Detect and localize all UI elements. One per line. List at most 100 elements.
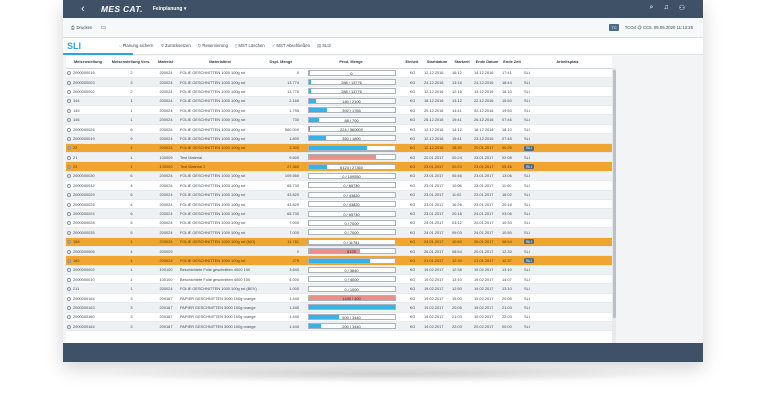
unit-cell: KG (401, 321, 423, 332)
order-id-cell: 2000000026 (66, 124, 110, 135)
module-dropdown[interactable]: Feinplanung ▾ (152, 6, 187, 12)
table-row[interactable]: 2000000164 3 200167 PAPIER GESCHNITTEN 3000… (66, 292, 612, 304)
reservation-button[interactable]: ↻Reservierung (197, 43, 228, 48)
mat-cell: 200024 (152, 227, 179, 238)
table-row[interactable]: 2000000035 6 200024 FOLIE GESCHNITTEN 1000 … (66, 227, 612, 238)
message-icon[interactable]: ▭ (100, 25, 107, 31)
row-select-icon[interactable] (67, 136, 71, 141)
workplace-cell: SLI (523, 283, 612, 294)
table-row[interactable]: 2000000019 9 200024 FOLIE GESCHNITTEN 1000 … (66, 133, 612, 144)
table-row[interactable]: 22 1 200024 FOLIE GESCHNITTEN 1000 100g rot… (66, 143, 612, 154)
row-select-icon[interactable] (67, 268, 71, 273)
text-cell: PAPIER GESCHNITTEN 3000 100g orange (179, 302, 261, 313)
table-row[interactable]: 2000000160 3 200167 PAPIER GESCHNITTEN 3000… (66, 312, 612, 323)
column-header[interactable]: Einheit (401, 56, 423, 69)
row-sli-button[interactable]: SLI (524, 239, 534, 245)
table-row[interactable]: 2000000030 6 200024 FOLIE GESCHNITTEN 1000 … (66, 170, 612, 182)
row-select-icon[interactable] (67, 118, 71, 123)
column-header[interactable]: Prod. Menge (301, 56, 401, 69)
vertical-scrollbar[interactable] (612, 68, 616, 343)
row-select-icon[interactable] (67, 155, 71, 160)
table-row[interactable]: 211 1 200024 FOLIE GESCHNITTEN 1000 100g ro… (66, 283, 612, 294)
progress-text: 6125 (347, 249, 356, 255)
row-select-icon[interactable] (67, 287, 71, 292)
column-header[interactable]: Arbeitsplatz (523, 56, 612, 69)
row-select-icon[interactable] (67, 212, 71, 217)
user-icon[interactable]: ⚇ (678, 5, 685, 12)
table-row[interactable]: 158 1 200024 FOLIE GESCHNITTEN 1000 100g ro… (66, 237, 612, 247)
row-select-icon[interactable] (67, 324, 71, 329)
table-row[interactable]: 2000000164 3 200167 PAPIER GESCHNITTEN 3000… (66, 321, 612, 332)
column-header[interactable]: Meisenstellung Vers. (110, 56, 152, 69)
table-row[interactable]: 2000000010 1 100100 Beschichtete Folie gesc… (66, 274, 612, 285)
table-row[interactable]: 2000000028 5 200024 FOLIE GESCHNITTEN 1000 … (66, 218, 612, 229)
column-header[interactable]: Startzeit (451, 56, 473, 69)
column-header[interactable]: Startdatum (423, 56, 451, 69)
row-select-icon[interactable] (67, 202, 71, 207)
sd-cell: 19.02.2017 (423, 292, 451, 304)
table-row[interactable]: 2000000006 4 200009 0 6125 KG 26.01.2017 08:54 2… (66, 245, 612, 257)
table-row[interactable]: 2000000002 1 100100 Beschichtete Folie gesc… (66, 264, 612, 276)
column-header[interactable]: Ende Zeit (501, 56, 523, 69)
back-icon[interactable]: ‹ (81, 3, 85, 15)
dspl-cell: 65.730 (261, 180, 301, 191)
row-select-icon[interactable] (67, 249, 71, 254)
row-select-icon[interactable] (67, 108, 71, 113)
table-row[interactable]: 146 1 200024 FOLIE GESCHNITTEN 1000 100g ro… (66, 114, 612, 125)
table-row[interactable]: 2000000025 4 200024 FOLIE GESCHNITTEN 1000 … (66, 199, 612, 210)
bell-icon[interactable]: ♫ (663, 4, 669, 11)
prod-progress-cell: 0 / 65730 (301, 208, 401, 219)
row-select-icon[interactable] (67, 99, 71, 104)
row-select-icon[interactable] (67, 193, 71, 198)
row-select-icon[interactable] (67, 296, 71, 301)
row-select-icon[interactable] (67, 80, 71, 85)
table-row[interactable]: 145 1 200024 FOLIE GESCHNITTEN 1000 100g ro… (66, 105, 612, 116)
table-row[interactable]: 2000000032 4 200024 FOLIE GESCHNITTEN 1000 … (66, 180, 612, 191)
table-row[interactable]: 2000000016 2 200024 FOLIE GESCHNITTEN 1000 … (66, 68, 612, 78)
row-sli-button[interactable]: SLI (524, 258, 534, 264)
row-select-icon[interactable] (67, 183, 71, 188)
row-select-icon[interactable] (67, 174, 71, 179)
table-row[interactable]: 23 1 100009 Test Material 2 27.360 6124 / 273… (66, 161, 612, 172)
table-row[interactable]: 2000000002 2 200024 FOLIE GESCHNITTEN 1000 … (66, 86, 612, 97)
row-select-icon[interactable] (67, 146, 71, 151)
row-select-icon[interactable] (67, 165, 71, 170)
row-select-icon[interactable] (67, 305, 71, 310)
row-select-icon[interactable] (67, 315, 71, 320)
row-select-icon[interactable] (67, 258, 71, 263)
table-row[interactable]: 2000000024 6 200024 FOLIE GESCHNITTEN 1000 … (66, 208, 612, 219)
row-select-icon[interactable] (67, 277, 71, 282)
table-row[interactable]: 21 1 100009 Test Material 9.600 KG 20.01.2017 0… (66, 151, 612, 163)
row-sli-button[interactable]: SLI (524, 164, 534, 170)
row-select-icon[interactable] (67, 89, 71, 94)
column-header[interactable]: Material (152, 56, 179, 69)
column-header[interactable]: Ende Datum (473, 56, 501, 69)
scrollbar-thumb[interactable] (612, 70, 616, 318)
user-badge[interactable]: TC (609, 24, 619, 31)
et-cell: 03:06 (501, 208, 523, 219)
print-button[interactable]: ⎙ Drucken (71, 25, 92, 30)
mst-delete-button[interactable]: ▯MST Löschen (234, 43, 265, 48)
et-cell: 10:50 (501, 227, 523, 238)
row-select-icon[interactable] (67, 71, 71, 76)
table-row[interactable]: 162 1 200024 FOLIE GESCHNITTEN 1000 100g ro… (66, 255, 612, 266)
row-select-icon[interactable] (67, 230, 71, 235)
row-sli-button[interactable]: SLI (524, 145, 534, 151)
table-row[interactable]: 2000000163 3 200167 PAPIER GESCHNITTEN 3000… (66, 302, 612, 313)
mst-complete-button[interactable]: ✓MST Abschließen (271, 43, 310, 48)
row-select-icon[interactable] (67, 240, 71, 245)
table-row[interactable]: 2000000026 6 200024 FOLIE GESCHNITTEN 1000 … (66, 124, 612, 135)
column-header[interactable]: Materialtext (179, 56, 261, 69)
sli2-button[interactable]: ▤SLI2 (317, 43, 331, 48)
row-select-icon[interactable] (67, 127, 71, 132)
table-row[interactable]: 2000000029 6 200024 FOLIE GESCHNITTEN 1000 … (66, 190, 612, 200)
text-cell: FOLIE GESCHNITTEN 1000 100g rot (179, 227, 261, 238)
table-row[interactable]: 144 1 200024 FOLIE GESCHNITTEN 1000 100g ro… (66, 96, 612, 107)
save-plan-button[interactable]: ◌Planung sichern (119, 43, 154, 48)
column-header[interactable]: Meisenstellung (66, 56, 110, 69)
column-header[interactable]: Dspl. Menge (261, 56, 301, 69)
row-select-icon[interactable] (67, 221, 71, 226)
search-icon[interactable]: ⌕ (649, 4, 654, 11)
table-row[interactable]: 2000000003 3 200024 FOLIE GESCHNITTEN 1000 … (66, 77, 612, 88)
reset-button[interactable]: ✲Zurücksetzen (160, 43, 191, 48)
